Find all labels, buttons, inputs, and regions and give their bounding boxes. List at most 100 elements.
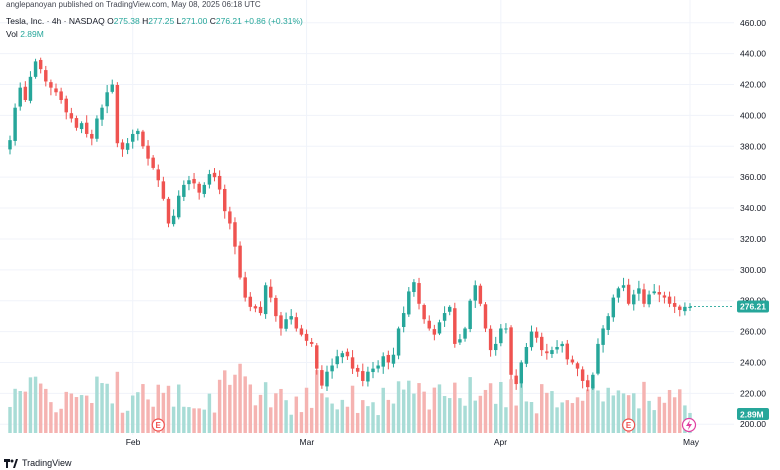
volume-bar <box>463 405 467 433</box>
candle <box>534 327 539 343</box>
price-axis[interactable]: 200.00220.00240.00260.00280.00300.00320.… <box>740 18 766 429</box>
candle <box>683 302 687 316</box>
candle <box>580 366 585 389</box>
candle <box>437 319 442 336</box>
candle <box>320 365 324 389</box>
volume-bar <box>44 388 48 433</box>
candle <box>146 140 150 166</box>
candle <box>299 324 304 337</box>
volume-bar <box>146 399 150 433</box>
volume-bar <box>79 395 84 433</box>
volume-bar <box>560 402 564 433</box>
volume-bar <box>263 382 268 433</box>
volume-bar <box>59 408 63 433</box>
candle <box>688 303 692 312</box>
volume-bar <box>233 374 237 433</box>
volume-bar <box>274 393 278 433</box>
candle <box>269 279 273 303</box>
tradingview-brand[interactable]: TradingView <box>4 458 72 468</box>
open-label: O <box>107 16 114 26</box>
candle <box>28 71 33 104</box>
volume-bar <box>212 412 217 433</box>
candle <box>391 347 396 368</box>
volume-bar <box>473 400 477 433</box>
volume-bar <box>453 382 457 433</box>
volume-bar <box>509 379 513 433</box>
candle <box>596 338 600 376</box>
y-tick-label: 380.00 <box>740 141 766 151</box>
symbol-title[interactable]: Tesla, Inc. · 4h · NASDAQ <box>6 16 105 26</box>
volume-bar <box>176 384 181 433</box>
candle <box>463 326 467 342</box>
publisher-line: anglepanoyan published on TradingView.co… <box>6 0 261 9</box>
volume-bar <box>125 410 130 433</box>
candle <box>335 349 339 369</box>
volume-bar <box>432 387 437 433</box>
volume-bar <box>243 376 247 433</box>
candle <box>540 332 544 356</box>
candle <box>601 325 605 353</box>
x-tick-label: Mar <box>300 437 315 447</box>
candle <box>315 343 319 375</box>
candle <box>647 290 651 308</box>
volume-bar <box>28 377 33 433</box>
candle <box>376 360 380 373</box>
volume-bar <box>550 391 554 433</box>
candle <box>611 294 616 322</box>
svg-text:2.89M: 2.89M <box>740 410 764 420</box>
candle <box>678 304 682 317</box>
volume-bar <box>309 407 314 433</box>
volume-bar <box>524 401 529 433</box>
volume-bar <box>376 415 380 433</box>
volume-bar <box>632 393 636 433</box>
candle <box>586 374 590 392</box>
candle <box>258 301 263 316</box>
volume-bar <box>238 363 242 433</box>
candle <box>192 172 196 189</box>
candle <box>447 305 452 316</box>
candle <box>672 296 677 314</box>
candle <box>499 324 503 347</box>
volume-bar <box>514 405 518 433</box>
volume-bar <box>637 408 641 433</box>
candle <box>115 82 120 148</box>
candle <box>151 155 155 170</box>
volume-bar <box>161 392 166 433</box>
volume-bar <box>330 403 334 433</box>
candle <box>74 115 79 131</box>
candle <box>432 324 437 341</box>
candle <box>233 217 237 255</box>
volume-bar <box>74 397 79 433</box>
volume-bar <box>371 402 375 433</box>
candle <box>458 334 462 345</box>
high-value: 277.25 <box>148 16 175 26</box>
candle <box>555 340 559 354</box>
candle <box>238 241 242 280</box>
candle <box>657 285 662 303</box>
volume-bar <box>427 409 431 433</box>
volume-bar <box>565 400 570 433</box>
volume-bar <box>591 384 595 433</box>
volume-bar <box>683 405 687 433</box>
candle <box>100 104 104 126</box>
candle <box>263 282 268 319</box>
volume-bar <box>130 395 135 433</box>
candle <box>575 361 580 377</box>
lightning-icon[interactable] <box>681 417 697 433</box>
volume-bar <box>187 407 191 433</box>
y-tick-label: 200.00 <box>740 419 766 429</box>
x-tick-label: Feb <box>126 437 141 447</box>
volume-bar <box>447 398 452 433</box>
volume-bar <box>545 392 549 433</box>
candle <box>616 286 621 303</box>
volume-bar <box>621 393 626 433</box>
volume-bar <box>647 400 651 433</box>
time-axis[interactable]: Feb Mar Apr May <box>126 437 700 447</box>
candle <box>509 325 513 380</box>
candle <box>212 168 217 182</box>
volume-bar <box>335 409 339 433</box>
candle <box>361 363 365 387</box>
candle <box>570 355 575 365</box>
